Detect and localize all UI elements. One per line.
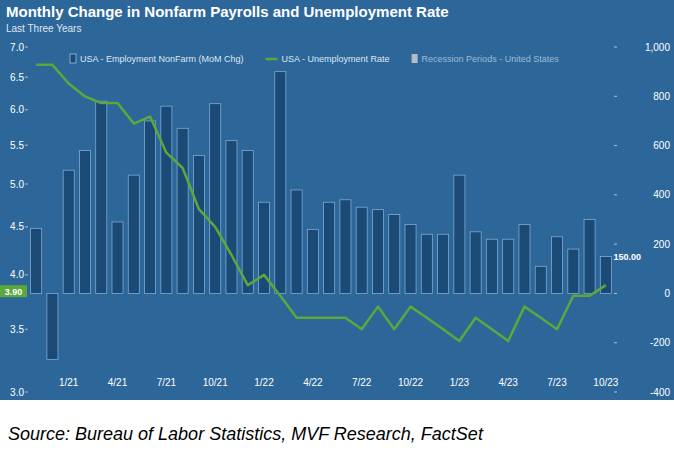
bar	[307, 229, 318, 293]
x-tick-label: 1/22	[254, 377, 274, 388]
legend-label: Recession Periods - United States	[422, 54, 560, 64]
y2-tick-label: 600	[653, 140, 670, 151]
bar	[535, 266, 546, 293]
y2-tick-label: 800	[653, 91, 670, 102]
bar	[177, 128, 188, 293]
legend-swatch	[70, 54, 76, 63]
value-label: 150.00	[613, 252, 641, 262]
chart-background	[0, 0, 674, 400]
y2-tick	[614, 47, 617, 48]
x-tick-label: 10/21	[203, 377, 228, 388]
y2-tick-label: 1,000	[645, 42, 670, 53]
y2-tick	[614, 194, 617, 195]
legend-label: USA - Unemployment Rate	[282, 54, 390, 64]
bar	[291, 190, 302, 294]
x-tick-label: 1/23	[450, 377, 470, 388]
y-tick	[25, 329, 28, 330]
bar	[551, 237, 562, 294]
legend-swatch	[266, 58, 278, 61]
chart: Monthly Change in Nonfarm Payrolls and U…	[0, 0, 674, 455]
bar	[421, 234, 432, 293]
y2-tick-label: 200	[653, 239, 670, 250]
y2-tick-label: 0	[664, 288, 670, 299]
subtitle: Last Three Years	[6, 23, 81, 34]
bar	[584, 220, 595, 294]
y-tick	[25, 145, 28, 146]
x-tick-label: 10/23	[593, 377, 618, 388]
x-tick-label: 7/22	[352, 377, 372, 388]
bar	[210, 104, 221, 294]
bar	[340, 200, 351, 294]
y-tick	[25, 109, 28, 110]
y-tick-label: 6.5	[10, 72, 24, 83]
bar	[405, 224, 416, 293]
bar	[47, 293, 58, 359]
bar	[356, 207, 367, 293]
y-tick-label: 4.5	[10, 221, 24, 232]
bar	[438, 234, 449, 293]
y2-tick-label: -400	[650, 387, 670, 398]
bar	[226, 141, 237, 294]
x-tick-label: 4/22	[303, 377, 323, 388]
bar	[96, 101, 107, 293]
bar	[112, 222, 123, 293]
source: Source: Bureau of Labor Statistics, MVF …	[8, 424, 484, 444]
y-tick	[25, 226, 28, 227]
y2-tick-label: -200	[650, 337, 670, 348]
x-tick-label: 4/21	[108, 377, 128, 388]
y2-tick	[614, 392, 617, 393]
x-tick-label: 7/23	[547, 377, 567, 388]
value-label-box	[0, 285, 27, 297]
bar	[503, 239, 514, 293]
y-tick	[25, 47, 28, 48]
legend-label: USA - Employment NonFarm (MoM Chg)	[80, 54, 244, 64]
legend-swatch	[412, 54, 418, 63]
bar	[275, 72, 286, 294]
bar	[372, 210, 383, 294]
y-tick-label: 3.5	[10, 324, 24, 335]
value-label: 3.90	[5, 287, 23, 297]
y-tick	[25, 392, 28, 393]
y2-tick	[614, 96, 617, 97]
y2-tick	[614, 244, 617, 245]
y-tick-label: 7.0	[10, 42, 24, 53]
bar	[389, 215, 400, 294]
y-tick-label: 5.5	[10, 140, 24, 151]
bar	[31, 228, 42, 293]
bar	[470, 232, 481, 294]
y-tick	[25, 184, 28, 185]
line	[36, 65, 606, 341]
bar	[324, 202, 335, 293]
bar	[519, 224, 530, 293]
y2-tick	[614, 342, 617, 343]
y-tick-label: 6.0	[10, 104, 24, 115]
bar	[454, 175, 465, 293]
y-tick	[25, 274, 28, 275]
y2-tick-label: 400	[653, 189, 670, 200]
y-tick-label: 4.0	[10, 269, 24, 280]
bar	[145, 121, 156, 294]
bar	[193, 155, 204, 293]
bar	[128, 175, 139, 293]
title: Monthly Change in Nonfarm Payrolls and U…	[6, 3, 449, 20]
bar	[79, 151, 90, 294]
x-tick-label: 7/21	[157, 377, 177, 388]
bar	[242, 151, 253, 294]
y-tick-label: 3.0	[10, 387, 24, 398]
bar	[568, 249, 579, 293]
bar	[63, 170, 74, 293]
x-tick-label: 1/21	[59, 377, 79, 388]
y2-tick	[614, 293, 617, 294]
x-tick-label: 10/22	[398, 377, 423, 388]
y2-tick	[614, 145, 617, 146]
y-tick-label: 5.0	[10, 179, 24, 190]
plot-marks	[31, 65, 612, 360]
bar	[486, 239, 497, 293]
bar	[161, 106, 172, 293]
y-tick	[25, 77, 28, 78]
x-tick-label: 4/23	[498, 377, 518, 388]
